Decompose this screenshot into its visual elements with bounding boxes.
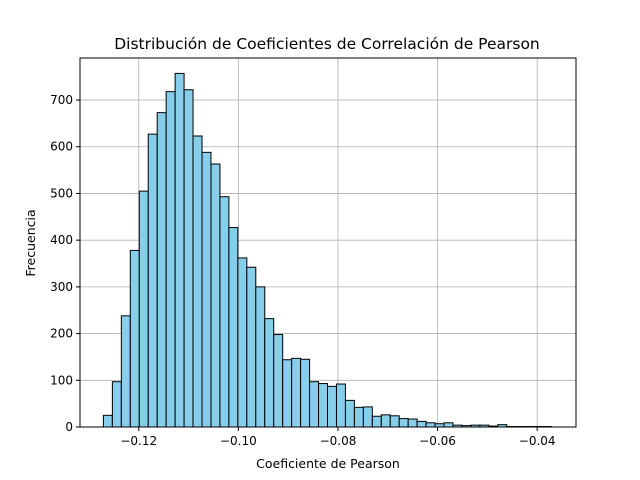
histogram-bar <box>219 196 230 428</box>
x-axis-label: Coeficiente de Pearson <box>256 456 400 471</box>
histogram-bar <box>237 257 248 428</box>
histogram-bar <box>398 418 409 428</box>
histogram-bar <box>165 91 176 428</box>
histogram-bar <box>407 418 418 428</box>
histogram-bar <box>120 315 131 428</box>
histogram-bar <box>147 133 158 428</box>
x-axis-ticks: −0.12 −0.10 −0.08 −0.06 −0.04 <box>120 427 556 448</box>
histogram-bar <box>344 399 355 428</box>
histogram-bar <box>291 357 302 428</box>
y-tick-label: 0 <box>65 420 73 434</box>
histogram-bar <box>156 112 167 428</box>
histogram-bar <box>210 163 221 428</box>
histogram-bar <box>389 415 400 428</box>
plot-frame <box>79 57 577 428</box>
x-tick-label: −0.10 <box>220 434 257 448</box>
y-tick-label: 100 <box>50 373 73 387</box>
histogram-bar <box>111 381 122 428</box>
histogram-bar <box>353 406 364 428</box>
y-tick-label: 400 <box>50 233 73 247</box>
histogram-bar <box>327 385 337 428</box>
histogram-bar <box>443 422 454 428</box>
histogram-bar <box>380 414 391 428</box>
histogram-bar <box>129 249 140 428</box>
histogram-bar <box>138 190 149 428</box>
histogram-bar <box>416 420 427 428</box>
histogram-bars <box>102 72 553 428</box>
histogram-bar <box>273 334 284 428</box>
y-axis-label: Frecuencia <box>23 209 38 276</box>
histogram-bar <box>255 286 266 428</box>
y-tick-label: 600 <box>50 140 73 154</box>
histogram-bar <box>300 358 311 428</box>
histogram-bar <box>282 359 293 428</box>
histogram-bar <box>335 383 346 428</box>
x-tick-label: −0.04 <box>519 434 556 448</box>
histogram-bar <box>362 406 373 428</box>
histogram-bar <box>183 89 194 428</box>
histogram-bar <box>201 151 212 428</box>
histogram-bar <box>309 381 320 428</box>
x-tick-label: −0.08 <box>320 434 357 448</box>
y-tick-label: 700 <box>50 93 73 107</box>
histogram-bar <box>192 135 203 428</box>
histogram-bar <box>102 414 113 428</box>
histogram-bar <box>174 72 185 428</box>
histogram-bar <box>246 266 257 428</box>
x-tick-label: −0.06 <box>419 434 456 448</box>
histogram-bar <box>228 227 239 428</box>
y-tick-label: 200 <box>50 327 73 341</box>
x-tick-label: −0.12 <box>120 434 157 448</box>
histogram-bar <box>318 383 329 428</box>
histogram-bar <box>425 422 436 428</box>
y-tick-label: 300 <box>50 280 73 294</box>
histogram-bar <box>264 318 275 428</box>
chart-title: Distribución de Coeficientes de Correlac… <box>114 35 540 53</box>
histogram-bar <box>371 415 382 428</box>
y-tick-label: 500 <box>50 186 73 200</box>
y-axis-ticks: 0 100 200 300 400 500 600 700 <box>50 93 80 434</box>
